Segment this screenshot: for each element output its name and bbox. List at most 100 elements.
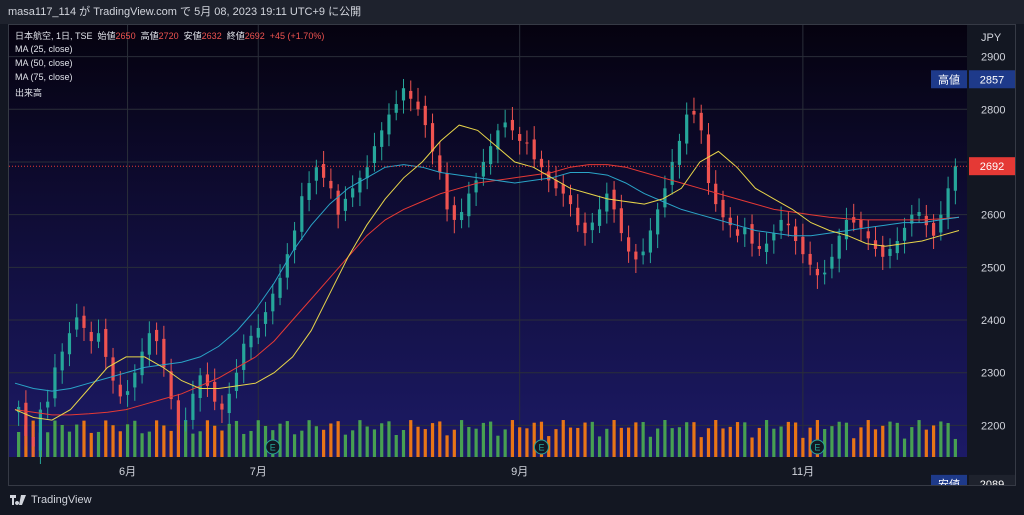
volume-bar — [242, 433, 246, 457]
volume-bar — [648, 436, 652, 457]
candle-body — [714, 183, 718, 205]
ma50-line — [14, 164, 960, 392]
time-tick-label: 7月 — [250, 466, 267, 478]
legend-ma50[interactable]: MA (50, close) — [15, 58, 73, 68]
candle-body — [859, 219, 863, 228]
candle-body — [866, 231, 870, 239]
candle-body — [539, 158, 544, 168]
volume-bar — [539, 421, 544, 457]
volume-bar — [931, 425, 936, 457]
candle-body — [307, 183, 311, 201]
candle-body — [17, 406, 21, 413]
candle-body — [256, 327, 260, 338]
candle-body — [692, 110, 696, 115]
volume-bar — [329, 423, 333, 457]
volume-bar — [605, 428, 609, 457]
volume-bar — [830, 426, 834, 457]
candle-body — [60, 351, 64, 371]
snapshot-text: masa117_114 が TradingView.com で 5月 08, 2… — [8, 6, 362, 18]
candle-body — [401, 88, 406, 101]
candle-body — [706, 134, 711, 184]
volume-bar — [387, 421, 391, 457]
candle-body — [917, 212, 921, 216]
candle-body — [510, 119, 515, 131]
volume-bar — [808, 427, 812, 457]
event-markers[interactable]: EEEED — [265, 439, 1015, 455]
volume-bar — [278, 423, 282, 457]
volume-bar — [728, 426, 732, 457]
candle-body — [191, 393, 195, 420]
volume-bar — [881, 425, 885, 457]
volume-bar — [924, 429, 928, 457]
candle-body — [111, 357, 115, 381]
volume-bar — [409, 420, 413, 457]
open-value: 2650 — [115, 31, 136, 41]
candle-body — [910, 214, 914, 224]
candle-body — [561, 184, 565, 194]
candle-body — [89, 331, 93, 342]
chart-panel[interactable]: EEEED 22002300240025002600270028002900JP… — [8, 24, 1016, 486]
candle-body — [881, 244, 885, 257]
volume-bar — [721, 428, 725, 457]
volume-bar — [532, 422, 536, 457]
candle-body — [823, 272, 827, 275]
event-marker — [533, 439, 549, 455]
candle-body — [242, 343, 246, 370]
candle-body — [169, 371, 173, 400]
volume-bar — [939, 421, 943, 457]
volume-bar — [786, 421, 790, 457]
volume-bar — [735, 422, 740, 457]
candle-body — [503, 122, 507, 128]
candle-body — [525, 142, 529, 144]
candle-body — [685, 114, 689, 144]
volume-bar — [351, 430, 355, 457]
candle-body — [764, 243, 769, 253]
candle-body — [474, 180, 478, 193]
close-label: 終値 — [226, 31, 245, 41]
candle-body — [249, 335, 253, 348]
volume-bar — [147, 431, 151, 457]
candle-body — [794, 226, 798, 241]
volume-bar — [706, 428, 711, 457]
candle-body — [82, 315, 86, 328]
candle-body — [46, 401, 50, 408]
candle-body — [278, 277, 282, 298]
volume-bar — [380, 423, 384, 457]
volume-bar — [365, 426, 369, 457]
volume-bar — [902, 438, 907, 457]
tradingview-logo[interactable]: TradingView — [10, 494, 92, 506]
time-axis-background — [9, 457, 967, 485]
volume-bar — [699, 437, 703, 457]
legend-ma25[interactable]: MA (25, close) — [15, 44, 73, 54]
candle-body — [837, 235, 841, 259]
candle-body — [125, 391, 130, 395]
volume-bar — [503, 429, 507, 457]
volume-bar — [67, 431, 72, 457]
volume-bar — [525, 428, 529, 457]
candle-body — [597, 209, 602, 226]
volume-bar — [656, 428, 660, 457]
volume-bar — [285, 421, 289, 457]
price-chart[interactable]: EEEED 22002300240025002600270028002900JP… — [9, 25, 1015, 485]
candle-body — [423, 105, 427, 126]
candle-body — [924, 215, 928, 226]
price-tick-label: 2400 — [981, 315, 1005, 327]
volume-bar — [670, 428, 674, 457]
volume-bar — [685, 422, 689, 457]
close-value: 2692 — [244, 31, 265, 41]
volume-bar — [634, 422, 638, 457]
legend-volume[interactable]: 出来高 — [15, 86, 42, 99]
plot-background — [9, 25, 967, 457]
volume-bar — [111, 425, 115, 457]
price-tag-label-box — [931, 70, 967, 89]
candle-body — [155, 329, 159, 342]
legend-ma75[interactable]: MA (75, close) — [15, 72, 73, 82]
volume-bar — [772, 428, 776, 457]
candle-body — [205, 374, 210, 386]
legend-symbol-row: 日本航空, 1日, TSE 始値2650 高値2720 安値2632 終値269… — [15, 29, 324, 42]
candle-body — [953, 166, 957, 191]
price-tag-value: 2089 — [980, 479, 1004, 485]
candle-body — [67, 333, 72, 355]
volume-label: 出来高 — [15, 88, 43, 98]
time-tick-label: 11月 — [792, 466, 814, 478]
